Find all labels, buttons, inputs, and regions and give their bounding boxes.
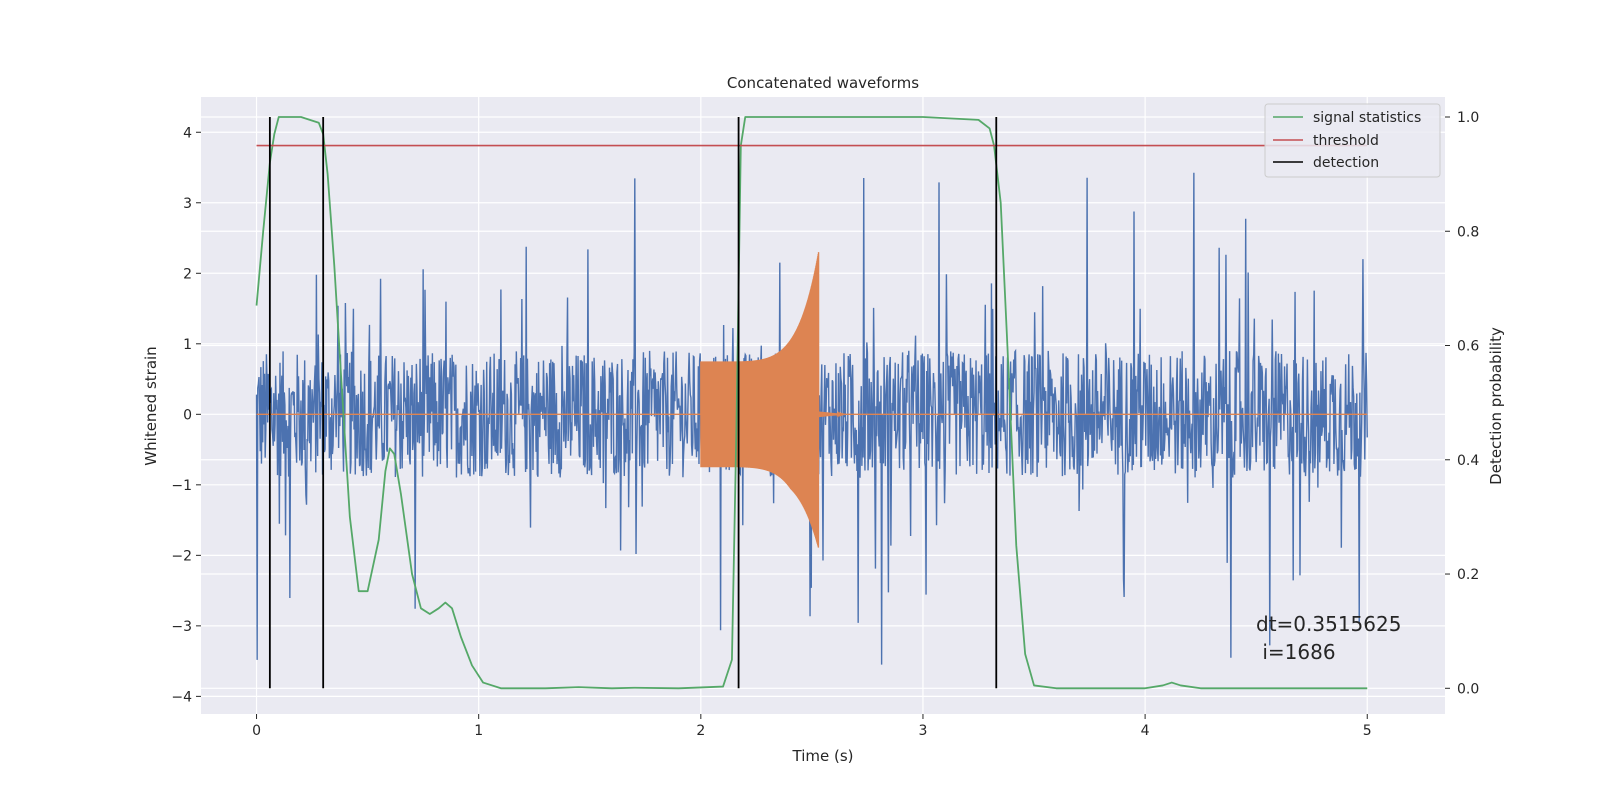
y-tick-label-2: −2 bbox=[171, 548, 192, 564]
y2-tick-label-3: 0.6 bbox=[1457, 339, 1479, 355]
annotation-dt: dt=0.3515625 bbox=[1256, 612, 1401, 636]
y2-tick-label-1: 0.2 bbox=[1457, 567, 1479, 583]
x-tick-label-5: 5 bbox=[1363, 723, 1372, 739]
legend-label-signal: signal statistics bbox=[1313, 110, 1421, 126]
y-tick-label-0: −4 bbox=[171, 689, 192, 705]
right-y-axis-ticks: 0.0 0.2 0.4 0.6 0.8 1.0 bbox=[1445, 110, 1479, 697]
x-tick-label-4: 4 bbox=[1141, 723, 1150, 739]
legend: signal statistics threshold detection bbox=[1264, 103, 1441, 178]
legend-label-threshold: threshold bbox=[1313, 133, 1379, 149]
x-axis-ticks: 0 1 2 3 4 5 bbox=[252, 714, 1372, 739]
legend-label-detection: detection bbox=[1313, 155, 1379, 171]
chart-title: Concatenated waveforms bbox=[727, 74, 919, 92]
legend-box bbox=[1264, 103, 1441, 178]
y-axis-label: Whitened strain bbox=[142, 346, 160, 465]
injection-line bbox=[256, 252, 1368, 548]
y-tick-label-7: 3 bbox=[183, 196, 192, 212]
injection-series bbox=[256, 252, 1368, 548]
y-tick-label-3: −1 bbox=[171, 478, 192, 494]
y-tick-label-4: 0 bbox=[183, 407, 192, 423]
y2-tick-label-0: 0.0 bbox=[1457, 681, 1479, 697]
y2-axis-label: Detection probability bbox=[1487, 327, 1505, 485]
x-tick-label-2: 2 bbox=[696, 723, 705, 739]
y2-tick-label-4: 0.8 bbox=[1457, 224, 1479, 240]
y-tick-label-8: 4 bbox=[183, 125, 192, 141]
x-tick-label-1: 1 bbox=[474, 723, 483, 739]
detection-series bbox=[268, 116, 998, 689]
y-tick-label-5: 1 bbox=[183, 337, 192, 353]
y2-tick-label-5: 1.0 bbox=[1457, 110, 1479, 126]
y-tick-label-1: −3 bbox=[171, 619, 192, 635]
x-tick-label-0: 0 bbox=[252, 723, 261, 739]
x-axis-label: Time (s) bbox=[792, 747, 854, 765]
x-tick-label-3: 3 bbox=[919, 723, 928, 739]
signal-statistics-line bbox=[255, 116, 1368, 690]
signal-statistics-series bbox=[255, 116, 1368, 690]
annotation-i: i=1686 bbox=[1256, 640, 1336, 664]
y2-tick-label-2: 0.4 bbox=[1457, 453, 1479, 469]
y-tick-label-6: 2 bbox=[183, 266, 192, 282]
left-y-axis-ticks: −4 −3 −2 −1 0 1 2 3 4 bbox=[171, 125, 201, 705]
